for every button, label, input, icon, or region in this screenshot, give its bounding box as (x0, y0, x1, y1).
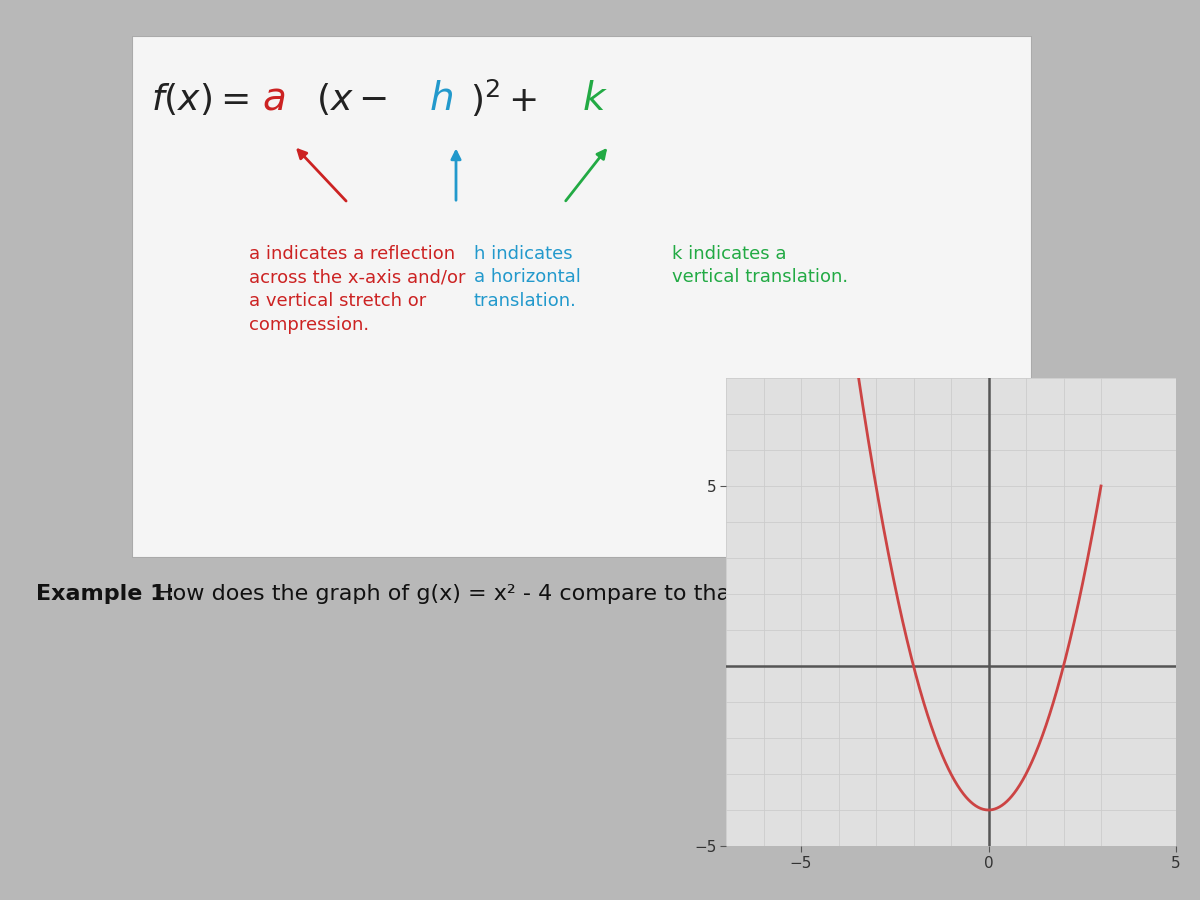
Text: $)^2+$: $)^2+$ (469, 78, 536, 119)
FancyBboxPatch shape (132, 36, 1032, 558)
Text: $h$: $h$ (430, 79, 454, 118)
Text: Example 1:: Example 1: (36, 584, 174, 604)
Text: $k$: $k$ (582, 79, 607, 118)
Text: k indicates a
vertical translation.: k indicates a vertical translation. (672, 245, 848, 286)
Text: $a$: $a$ (263, 79, 286, 118)
Text: $(x-$: $(x-$ (317, 81, 388, 117)
Text: $f(x)=$: $f(x)=$ (151, 81, 250, 117)
Text: How does the graph of g(x) = x² - 4 compare to that of f(x) = x²?: How does the graph of g(x) = x² - 4 comp… (156, 584, 880, 604)
Text: h indicates
a horizontal
translation.: h indicates a horizontal translation. (474, 245, 581, 310)
Text: a indicates a reflection
across the x-axis and/or
a vertical stretch or
compress: a indicates a reflection across the x-ax… (250, 245, 466, 334)
